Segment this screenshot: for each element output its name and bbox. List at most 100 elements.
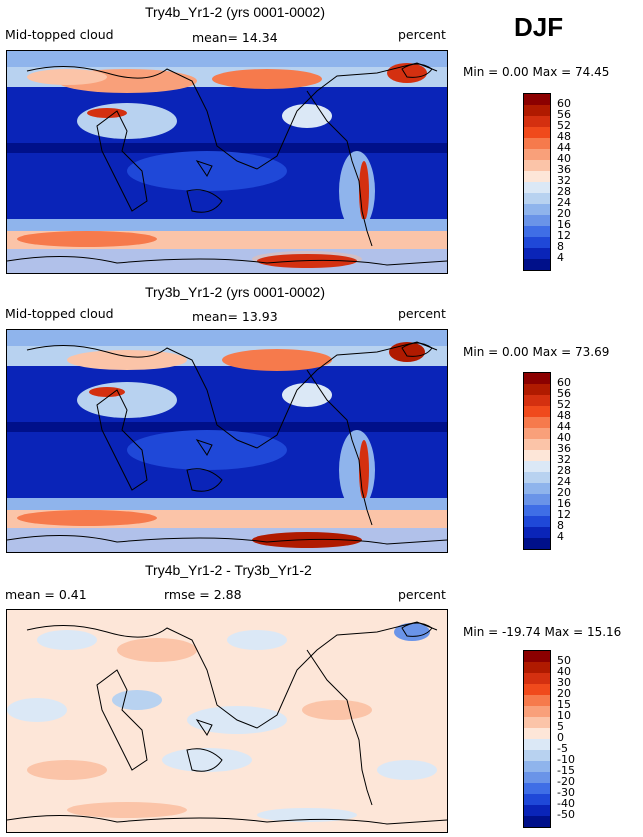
panel-1-colorbar <box>523 93 551 271</box>
panel-1-map <box>6 50 448 274</box>
colorbar-tick-label: -50 <box>557 808 575 821</box>
colorbar-tick-label: 15 <box>557 698 571 711</box>
colorbar-swatch <box>524 138 550 149</box>
colorbar-swatch <box>524 728 550 739</box>
colorbar-swatch <box>524 428 550 439</box>
panel-3-minmax: Min = -19.74 Max = 15.16 <box>463 625 622 639</box>
colorbar-tick-label: 44 <box>557 420 571 433</box>
colorbar-tick-label: 36 <box>557 442 571 455</box>
panel-2-units-label: percent <box>398 306 446 321</box>
colorbar-swatch <box>524 259 550 270</box>
colorbar-tick-label: 40 <box>557 431 571 444</box>
panel-3-rmse-label: rmse = 2.88 <box>164 587 242 602</box>
colorbar-tick-label: 12 <box>557 508 571 521</box>
panel-1-variable-label: Mid-topped cloud <box>5 27 114 42</box>
colorbar-swatch <box>524 717 550 728</box>
colorbar-tick-label: 48 <box>557 130 571 143</box>
colorbar-swatch <box>524 673 550 684</box>
colorbar-swatch <box>524 662 550 673</box>
colorbar-swatch <box>524 516 550 527</box>
colorbar-tick-label: 60 <box>557 97 571 110</box>
colorbar-swatch <box>524 127 550 138</box>
panel-3-map <box>6 609 448 833</box>
panel-3-colorbar <box>523 650 551 828</box>
colorbar-swatch <box>524 706 550 717</box>
colorbar-swatch <box>524 439 550 450</box>
colorbar-swatch <box>524 193 550 204</box>
colorbar-swatch <box>524 373 550 384</box>
colorbar-tick-label: 52 <box>557 398 571 411</box>
panel-1-units-label: percent <box>398 27 446 42</box>
colorbar-swatch <box>524 772 550 783</box>
colorbar-tick-label: 24 <box>557 196 571 209</box>
colorbar-tick-label: 56 <box>557 387 571 400</box>
colorbar-swatch <box>524 450 550 461</box>
colorbar-tick-label: 36 <box>557 163 571 176</box>
panel-2-variable-label: Mid-topped cloud <box>5 306 114 321</box>
colorbar-tick-label: 16 <box>557 497 571 510</box>
colorbar-swatch <box>524 215 550 226</box>
colorbar-swatch <box>524 805 550 816</box>
panel-3-mean-label: mean = 0.41 <box>5 587 87 602</box>
colorbar-tick-label: 28 <box>557 185 571 198</box>
colorbar-tick-label: 10 <box>557 709 571 722</box>
colorbar-swatch <box>524 226 550 237</box>
colorbar-tick-label: 44 <box>557 141 571 154</box>
colorbar-swatch <box>524 816 550 827</box>
colorbar-swatch <box>524 406 550 417</box>
colorbar-swatch <box>524 116 550 127</box>
colorbar-swatch <box>524 248 550 259</box>
colorbar-tick-label: 5 <box>557 720 564 733</box>
panel-2-minmax: Min = 0.00 Max = 73.69 <box>463 345 610 359</box>
colorbar-swatch <box>524 472 550 483</box>
colorbar-swatch <box>524 105 550 116</box>
colorbar-tick-label: 48 <box>557 409 571 422</box>
colorbar-swatch <box>524 783 550 794</box>
colorbar-tick-label: 20 <box>557 486 571 499</box>
panel-1-map-field <box>7 51 447 273</box>
colorbar-swatch <box>524 384 550 395</box>
colorbar-tick-label: 50 <box>557 654 571 667</box>
panel-3-title: Try4b_Yr1-2 - Try3b_Yr1-2 <box>145 562 312 578</box>
colorbar-swatch <box>524 182 550 193</box>
panel-1-minmax: Min = 0.00 Max = 74.45 <box>463 65 610 79</box>
colorbar-swatch <box>524 538 550 549</box>
colorbar-tick-label: 28 <box>557 464 571 477</box>
colorbar-swatch <box>524 94 550 105</box>
colorbar-tick-label: 16 <box>557 218 571 231</box>
colorbar-tick-label: 40 <box>557 152 571 165</box>
colorbar-tick-label: -15 <box>557 764 575 777</box>
colorbar-swatch <box>524 794 550 805</box>
colorbar-swatch <box>524 483 550 494</box>
panel-2-map-field <box>7 330 447 552</box>
panel-3-units-label: percent <box>398 587 446 602</box>
colorbar-swatch <box>524 684 550 695</box>
colorbar-tick-label: 20 <box>557 207 571 220</box>
colorbar-tick-label: 4 <box>557 530 564 543</box>
colorbar-tick-label: 32 <box>557 453 571 466</box>
colorbar-tick-label: -20 <box>557 775 575 788</box>
colorbar-swatch <box>524 651 550 662</box>
panel-2-map <box>6 329 448 553</box>
colorbar-tick-label: 4 <box>557 251 564 264</box>
colorbar-tick-label: -5 <box>557 742 568 755</box>
colorbar-tick-label: 60 <box>557 376 571 389</box>
colorbar-swatch <box>524 761 550 772</box>
colorbar-swatch <box>524 505 550 516</box>
colorbar-swatch <box>524 395 550 406</box>
colorbar-swatch <box>524 160 550 171</box>
colorbar-tick-label: 52 <box>557 119 571 132</box>
colorbar-tick-label: 12 <box>557 229 571 242</box>
colorbar-swatch <box>524 204 550 215</box>
colorbar-tick-label: 24 <box>557 475 571 488</box>
colorbar-swatch <box>524 695 550 706</box>
panel-2-title: Try3b_Yr1-2 (yrs 0001-0002) <box>145 284 326 300</box>
colorbar-swatch <box>524 417 550 428</box>
colorbar-tick-label: 8 <box>557 240 564 253</box>
colorbar-swatch <box>524 750 550 761</box>
colorbar-swatch <box>524 527 550 538</box>
colorbar-tick-label: 40 <box>557 665 571 678</box>
season-label: DJF <box>514 12 564 42</box>
colorbar-swatch <box>524 461 550 472</box>
colorbar-swatch <box>524 237 550 248</box>
